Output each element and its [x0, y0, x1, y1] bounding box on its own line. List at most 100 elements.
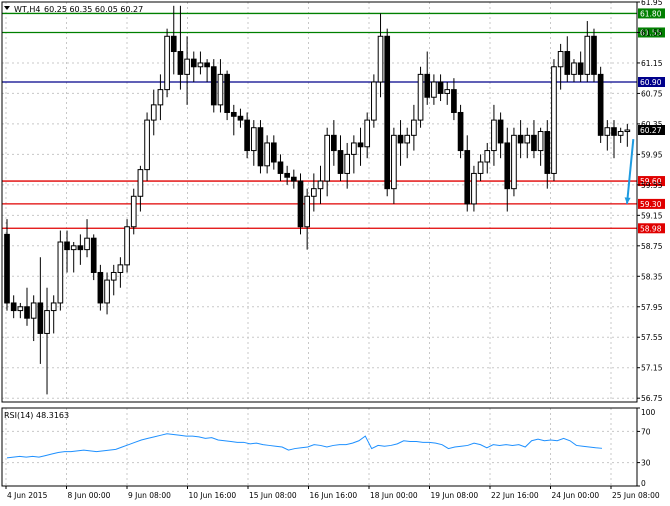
candle	[24, 287, 30, 326]
candle	[124, 219, 130, 273]
candle	[391, 127, 397, 204]
candle-body	[24, 306, 30, 319]
candle	[451, 78, 457, 121]
candle-body	[491, 119, 497, 152]
price-level-tag-label: 61.55	[640, 28, 662, 37]
candle	[504, 127, 511, 212]
candle	[604, 120, 611, 151]
candle-body	[437, 81, 444, 94]
current-price-tag	[638, 125, 665, 135]
y-tick-label: 59.95	[641, 150, 663, 159]
forecast-arrow-head-icon	[624, 197, 631, 204]
y-tick-label: 58.35	[641, 272, 663, 281]
x-tick-label: 8 Jun 00:00	[68, 491, 111, 500]
candle	[544, 120, 551, 189]
candle-body	[511, 134, 517, 190]
candle-body	[497, 119, 504, 144]
candle-body	[184, 58, 190, 75]
y-tick-label: 58.75	[641, 242, 663, 251]
candle-body	[10, 302, 17, 312]
candle	[597, 66, 604, 143]
candle-body	[44, 310, 50, 334]
candle-body	[504, 142, 511, 190]
candle-body	[331, 134, 337, 152]
rsi-line	[6, 433, 603, 459]
candle-body	[304, 195, 310, 228]
candle-body	[564, 51, 571, 75]
rsi-label: RSI(14)	[4, 411, 33, 420]
candle	[491, 104, 497, 166]
price-level-tag	[638, 77, 665, 87]
candle	[264, 135, 270, 174]
candle-body	[384, 35, 391, 190]
candle	[564, 36, 571, 82]
x-tick-label: 4 Jun 2015	[7, 491, 48, 500]
candle	[444, 82, 451, 105]
x-tick-label: 22 Jun 16:00	[491, 491, 539, 500]
candle-body	[270, 142, 277, 163]
candle	[344, 142, 351, 189]
candle-body	[297, 180, 304, 228]
candle	[497, 112, 504, 159]
candle	[17, 302, 24, 319]
candle	[584, 21, 591, 82]
candle	[357, 127, 364, 166]
y-tick-label: 61.55	[641, 28, 663, 37]
candle	[290, 169, 297, 189]
candle	[537, 127, 544, 166]
candle	[224, 70, 230, 121]
candle	[250, 120, 257, 166]
candle-body	[177, 51, 184, 75]
x-tick-label: 18 Jun 00:00	[370, 491, 418, 500]
candle-body	[137, 169, 144, 197]
price-level-tag	[638, 8, 665, 19]
candle	[210, 59, 217, 113]
candle-body	[591, 35, 597, 75]
chart-header: WT,H4 60.25 60.35 60.05 60.27	[4, 5, 143, 14]
candle-body	[464, 150, 471, 205]
candle	[591, 28, 597, 82]
candle	[617, 127, 624, 143]
candle	[577, 51, 584, 82]
candle-body	[90, 237, 97, 273]
candle	[130, 188, 137, 235]
candle-body	[337, 150, 344, 174]
candle-body	[531, 134, 537, 152]
candle	[384, 28, 391, 197]
price-level-tag-label: 61.80	[640, 9, 662, 18]
candle	[297, 173, 304, 235]
candle-body	[457, 111, 464, 152]
price-level-tag	[638, 198, 665, 209]
x-tick-label: 24 Jun 00:00	[552, 491, 600, 500]
candle-body	[4, 233, 10, 304]
candle-body	[190, 58, 197, 68]
candle-body	[537, 131, 544, 152]
candle-body	[70, 245, 77, 251]
candle	[531, 120, 537, 159]
y-tick-label: 57.15	[641, 364, 663, 373]
candle-body	[310, 188, 317, 197]
candle-body	[517, 134, 524, 144]
candle-body	[364, 119, 371, 148]
candle-body	[257, 127, 264, 167]
candle-body	[197, 62, 204, 68]
candle	[324, 127, 331, 197]
candle	[477, 154, 484, 182]
candle	[110, 264, 117, 296]
rsi-y-tick-label: 30	[641, 459, 651, 468]
candle	[50, 295, 57, 334]
candle	[57, 230, 64, 311]
candle-body	[551, 66, 557, 174]
price-level-tag	[638, 223, 665, 234]
candle	[411, 104, 417, 151]
candle	[70, 242, 77, 273]
rsi-y-tick-label: 100	[641, 408, 656, 417]
candle-body	[577, 62, 584, 75]
candle-body	[264, 142, 270, 167]
candle	[244, 112, 250, 159]
price-level-tag-label: 60.90	[640, 78, 662, 87]
dropdown-triangle-icon[interactable]	[4, 6, 10, 10]
candle	[37, 257, 44, 364]
